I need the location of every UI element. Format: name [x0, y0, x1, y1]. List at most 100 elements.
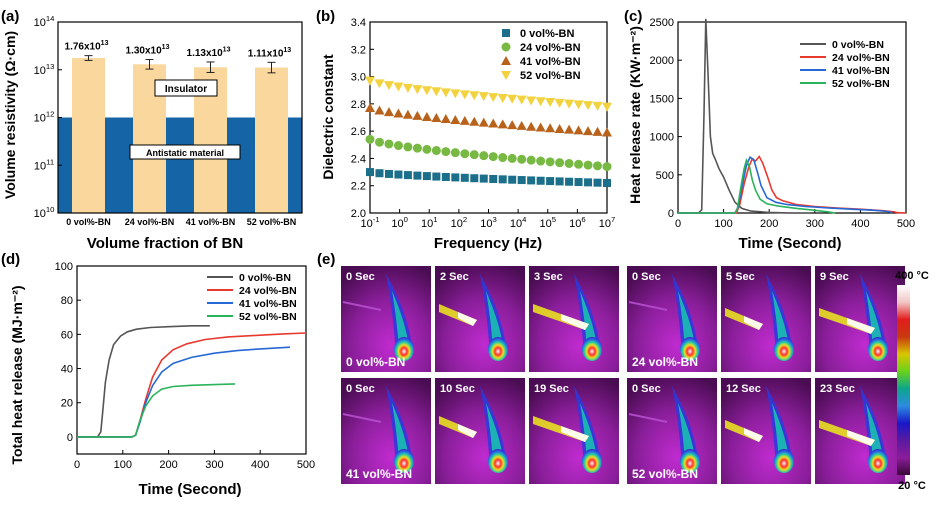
data-point — [412, 110, 423, 120]
data-point — [573, 100, 584, 110]
x-tick-label: 41 vol%-BN — [186, 217, 236, 227]
data-point — [413, 171, 422, 180]
data-point — [365, 102, 375, 112]
data-point — [402, 109, 413, 119]
x-tick-label: 103 — [480, 215, 497, 230]
x-tick-label: 105 — [539, 215, 556, 230]
flame-core — [680, 337, 700, 361]
data-point — [498, 153, 508, 163]
data-point — [440, 88, 451, 98]
thermal-frame: 0 Sec — [627, 378, 717, 484]
x-tick-label: 10-1 — [360, 215, 379, 230]
flame-core — [582, 449, 602, 473]
y-tick-label: 1014 — [34, 14, 56, 29]
data-point — [593, 178, 602, 187]
value-label: 1.11x1013 — [248, 47, 292, 60]
sample-label: 41 vol%-BN — [346, 467, 412, 481]
x-tick-label-exp: 5 — [552, 215, 556, 224]
chart-b-xlabel: Frequency (Hz) — [434, 235, 542, 252]
data-point — [451, 173, 460, 182]
data-point — [422, 144, 432, 154]
region-label-box — [129, 144, 241, 160]
chart-b-ylabel: Dielectric constant — [320, 54, 336, 180]
value-label-exp: 13 — [223, 46, 231, 53]
data-point — [526, 121, 537, 131]
x-tick-label: 106 — [569, 215, 586, 230]
flame-core — [394, 337, 414, 361]
x-tick-label-base: 10 — [599, 218, 611, 230]
data-point — [459, 90, 470, 100]
x-tick-label: 100 — [391, 215, 408, 230]
flame-core — [774, 449, 794, 473]
chart-c-plot: 0 500 1000 1500 2000 2500 0 100 200 300 400 500 0 vo… — [650, 17, 916, 230]
data-point — [564, 158, 574, 168]
sample-hot-tip — [744, 428, 763, 442]
data-point — [489, 174, 498, 183]
region-label-insulator: Insulator — [165, 84, 207, 95]
thermal-frame: 19 Sec — [529, 378, 619, 484]
time-label: 9 Sec — [820, 271, 849, 283]
data-point — [564, 124, 575, 134]
x-tick-label-exp: 0 — [404, 215, 408, 224]
data-point — [583, 101, 594, 111]
data-point — [545, 157, 555, 167]
chart-b-plot: 2.02.22.42.62.83.03.23.410-1 100 101 102 103… — [351, 17, 616, 230]
data-point — [412, 143, 422, 153]
x-tick-label: 107 — [599, 215, 616, 230]
chart-d-xlabel: Time (Second) — [138, 481, 241, 498]
data-point — [507, 94, 518, 104]
panel-c: (c) 0 500 1000 1500 2000 2500 0 100 200 300 400 500… — [624, 8, 915, 252]
y-tick-label: 1010 — [34, 205, 55, 220]
panel-label-b: (b) — [316, 8, 335, 25]
flame-core — [488, 337, 508, 361]
data-point — [384, 139, 394, 149]
data-point — [450, 89, 461, 99]
chart-d-plot: 0 20 40 60 80 100 0 100 200 300 400 500 0 vol%-BN24 … — [55, 261, 316, 471]
x-tick-label: 200 — [760, 218, 778, 230]
data-point — [460, 173, 469, 182]
legend-label: 0 vol%-BN — [239, 272, 291, 284]
x-tick-label: 200 — [159, 459, 177, 471]
data-point — [603, 178, 611, 187]
data-point — [602, 102, 612, 112]
y-tick-label-base: 10 — [34, 160, 46, 172]
panel-d: (d) 0 20 40 60 80 100 0 100 200 300 400 500 0 vol%-B… — [1, 251, 315, 498]
x-tick-label-base: 10 — [569, 218, 581, 230]
series-3 — [365, 76, 612, 112]
sample-strip — [342, 301, 382, 311]
x-tick-label: 102 — [451, 215, 468, 230]
x-tick-label-base: 10 — [391, 218, 403, 230]
y-tick-label-base: 10 — [34, 17, 46, 29]
data-point — [478, 92, 489, 102]
y-tick-label: 1500 — [650, 93, 674, 105]
data-point — [564, 99, 575, 109]
data-point — [526, 155, 536, 165]
data-point — [501, 42, 511, 52]
data-point — [402, 83, 413, 93]
data-point — [527, 176, 536, 185]
thermal-image-grid: 0 Sec 2 Sec 3 Sec 0 vol%-BN 0 Sec 5 Sec 9 Sec 2… — [341, 266, 905, 484]
y-tick-label-base: 10 — [34, 113, 46, 125]
data-point — [431, 146, 441, 156]
x-tick-label: 400 — [851, 218, 869, 230]
y-tick-label: 1012 — [34, 110, 55, 125]
thermal-background — [341, 266, 431, 372]
flame-core — [582, 337, 602, 361]
time-label: 23 Sec — [820, 383, 855, 395]
data-point — [573, 125, 584, 135]
sample-hot-tip — [458, 424, 477, 438]
thermal-background — [435, 378, 525, 484]
legend-label: 41 vol%-BN — [520, 56, 581, 68]
x-tick-label-exp: 1 — [433, 215, 437, 224]
data-point — [422, 172, 431, 181]
thermal-background — [341, 378, 431, 484]
data-point — [535, 122, 546, 132]
thermal-frame: 0 Sec — [341, 378, 431, 484]
panel-e: (e) 0 Sec 2 Sec 3 Sec 0 vol%-BN 0 Sec 5 Sec 9 … — [317, 251, 929, 492]
y-tick-label: 0 — [668, 208, 674, 220]
y-tick-label: 1013 — [34, 62, 55, 77]
flame-core — [394, 449, 414, 473]
data-point — [488, 93, 499, 103]
